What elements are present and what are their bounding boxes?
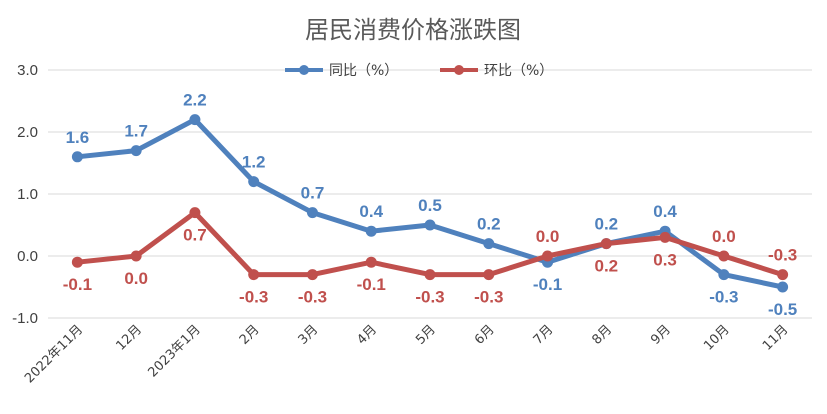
x-tick-label: 12月	[113, 322, 144, 353]
data-label: -0.1	[533, 275, 562, 294]
data-label: 0.2	[594, 215, 618, 234]
data-point	[424, 219, 436, 231]
data-point	[600, 238, 612, 250]
data-point	[130, 145, 142, 157]
x-tick-label: 2023年1月	[146, 322, 204, 380]
series-lines	[71, 114, 789, 293]
data-point	[248, 176, 260, 188]
data-point	[483, 269, 495, 281]
y-tick-label: 0.0	[17, 248, 38, 265]
data-point	[483, 238, 495, 250]
legend-entry: 环比（%）	[484, 63, 553, 79]
data-point	[659, 231, 671, 243]
legend-marker	[454, 65, 464, 75]
grid-lines	[48, 69, 812, 319]
data-point	[777, 281, 789, 293]
data-point	[365, 256, 377, 268]
data-point	[71, 151, 83, 163]
data-label: 0.4	[359, 202, 383, 221]
data-label: 0.2	[477, 215, 501, 234]
data-point	[130, 250, 142, 262]
data-label: -0.1	[63, 275, 92, 294]
data-point	[424, 269, 436, 281]
legend-marker	[299, 65, 309, 75]
y-tick-label: 3.0	[17, 62, 38, 79]
data-point	[306, 207, 318, 219]
data-label: 0.2	[594, 257, 618, 276]
legend: 同比（%） 环比（%）	[285, 63, 553, 79]
data-label: 0.7	[183, 226, 207, 245]
x-tick-label: 5月	[413, 322, 439, 348]
y-tick-label: -1.0	[12, 310, 38, 327]
x-tick-label: 11月	[760, 322, 791, 353]
x-tick-label: 10月	[701, 322, 732, 353]
data-point	[542, 250, 554, 262]
y-tick-label: 2.0	[17, 124, 38, 141]
y-axis: -1.0 0.0 1.0 2.0 3.0	[12, 62, 38, 327]
chart-title: 居民消费价格涨跌图	[305, 16, 521, 44]
x-tick-label: 6月	[472, 322, 498, 348]
data-label: -0.3	[415, 288, 444, 307]
data-point	[248, 269, 260, 281]
x-tick-label: 9月	[648, 322, 674, 348]
x-tick-label: 2月	[237, 322, 263, 348]
x-tick-label: 4月	[354, 322, 380, 348]
data-point	[306, 269, 318, 281]
data-point	[718, 250, 730, 262]
data-label: 0.5	[418, 196, 442, 215]
data-point	[71, 256, 83, 268]
data-point	[189, 114, 201, 126]
x-axis: 2022年11月 12月 2023年1月 2月 3月 4月 5月 6月 7月 8月 9月 10月 11月	[22, 322, 791, 386]
data-point	[777, 269, 789, 281]
data-point	[365, 225, 377, 237]
y-tick-label: 1.0	[17, 186, 38, 203]
data-label: -0.3	[298, 288, 327, 307]
data-label: 0.0	[712, 227, 736, 246]
x-tick-label: 7月	[531, 322, 557, 348]
legend-entry: 同比（%）	[329, 63, 398, 79]
data-label: 0.3	[653, 250, 677, 269]
x-tick-label: 2022年11月	[22, 322, 86, 386]
data-label: 1.2	[242, 153, 266, 172]
data-label: -0.3	[768, 246, 797, 265]
data-label: 1.6	[66, 128, 90, 147]
data-label: 0.0	[124, 269, 148, 288]
data-label: -0.3	[474, 288, 503, 307]
data-label: 0.4	[653, 202, 677, 221]
data-label: -0.1	[357, 275, 386, 294]
data-label: 0.0	[536, 227, 560, 246]
data-label: 2.2	[183, 91, 207, 110]
x-tick-label: 8月	[589, 322, 615, 348]
data-label: 0.7	[301, 184, 325, 203]
data-label: -0.5	[768, 300, 797, 319]
data-labels: 1.6 -0.1 1.7 0.0 2.2 0.7 1.2 -0.3 0.7 -0.3 0.4 -0.1…	[63, 91, 798, 319]
data-label: -0.3	[709, 288, 738, 307]
data-label: 1.7	[124, 122, 148, 141]
x-tick-label: 3月	[296, 322, 322, 348]
data-label: -0.3	[239, 288, 268, 307]
data-point	[189, 207, 201, 219]
data-point	[718, 269, 730, 281]
